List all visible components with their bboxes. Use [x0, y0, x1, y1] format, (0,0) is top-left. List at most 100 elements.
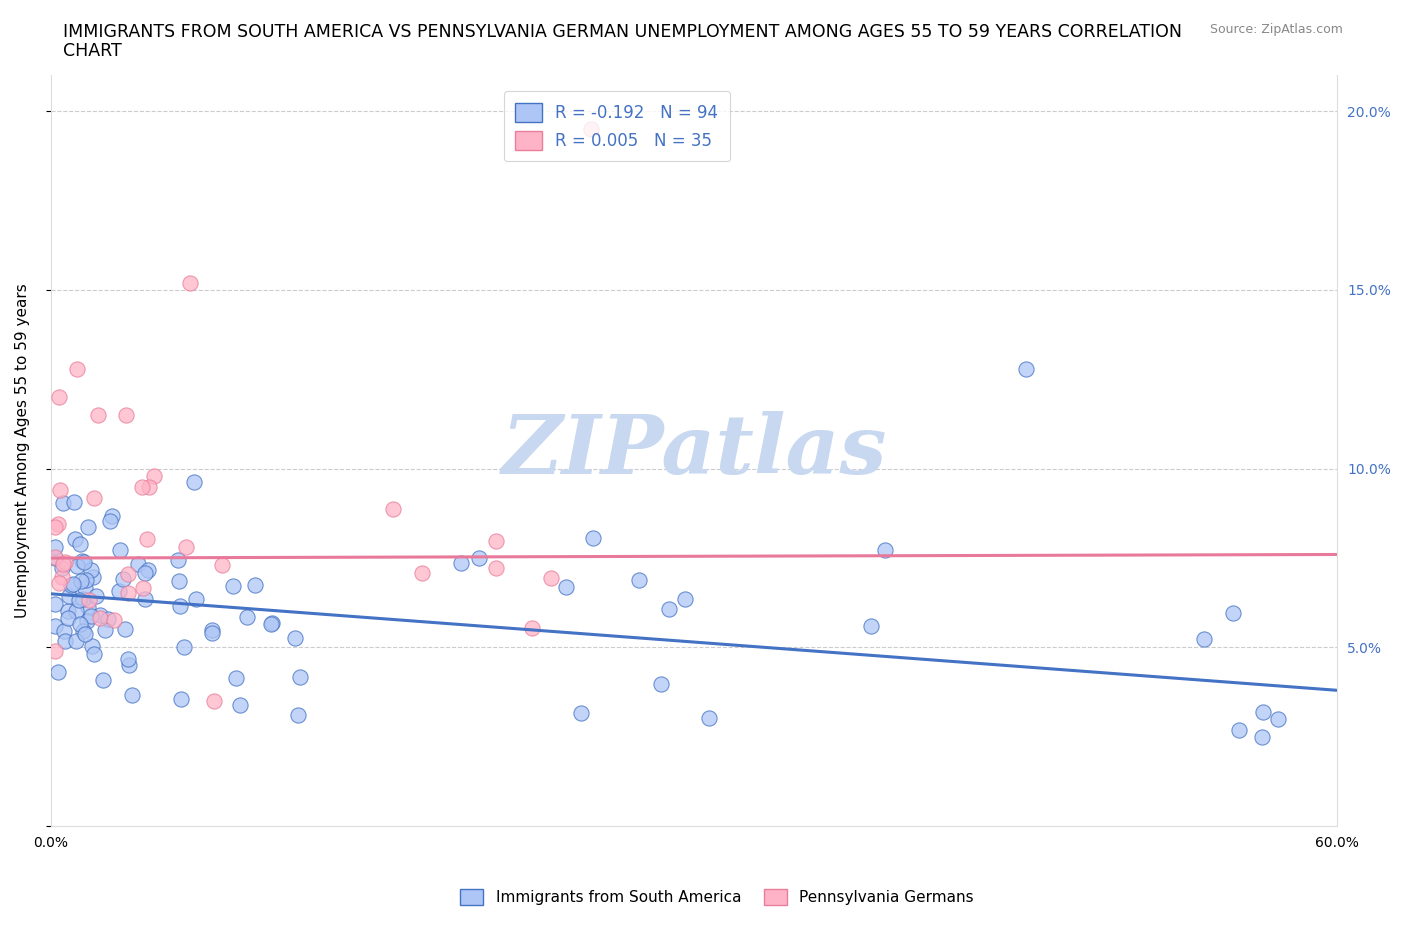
- Point: [628, 573, 651, 588]
- Point: [62, 577, 84, 591]
- Point: [201, 626, 224, 641]
- Point: [225, 671, 247, 685]
- Point: [579, 122, 602, 137]
- Point: [1227, 723, 1250, 737]
- Point: [56, 604, 79, 618]
- Text: IMMIGRANTS FROM SOUTH AMERICA VS PENNSYLVANIA GERMAN UNEMPLOYMENT AMONG AGES 55 : IMMIGRANTS FROM SOUTH AMERICA VS PENNSYL…: [63, 23, 1182, 41]
- Point: [97, 611, 120, 626]
- Point: [582, 531, 605, 546]
- Point: [200, 622, 222, 637]
- Point: [1192, 632, 1215, 647]
- Point: [70, 553, 93, 568]
- Point: [51, 561, 73, 576]
- Point: [65, 559, 87, 574]
- Point: [522, 620, 544, 635]
- Point: [114, 622, 136, 637]
- Point: [52, 495, 75, 510]
- Point: [65, 604, 87, 618]
- Point: [44, 519, 66, 534]
- Point: [288, 670, 311, 684]
- Point: [53, 633, 76, 648]
- Point: [44, 618, 66, 633]
- Point: [697, 711, 720, 725]
- Point: [1267, 711, 1289, 726]
- Point: [44, 551, 66, 565]
- Point: [101, 509, 124, 524]
- Point: [91, 672, 114, 687]
- Point: [65, 633, 87, 648]
- Point: [485, 534, 508, 549]
- Point: [127, 556, 149, 571]
- Point: [142, 469, 165, 484]
- Point: [138, 563, 160, 578]
- Point: [134, 566, 156, 581]
- Text: CHART: CHART: [63, 42, 122, 60]
- Point: [138, 479, 160, 494]
- Text: ZIPatlas: ZIPatlas: [502, 411, 887, 491]
- Point: [1015, 361, 1038, 376]
- Point: [554, 580, 576, 595]
- Point: [73, 580, 96, 595]
- Point: [859, 619, 882, 634]
- Point: [103, 613, 125, 628]
- Text: Source: ZipAtlas.com: Source: ZipAtlas.com: [1209, 23, 1343, 36]
- Point: [169, 574, 191, 589]
- Point: [72, 591, 94, 606]
- Point: [77, 592, 100, 607]
- Point: [222, 578, 245, 593]
- Point: [117, 566, 139, 581]
- Point: [53, 554, 76, 569]
- Y-axis label: Unemployment Among Ages 55 to 59 years: Unemployment Among Ages 55 to 59 years: [15, 284, 30, 618]
- Point: [117, 652, 139, 667]
- Point: [115, 407, 138, 422]
- Point: [173, 640, 195, 655]
- Point: [58, 589, 80, 604]
- Point: [77, 599, 100, 614]
- Point: [569, 705, 592, 720]
- Point: [673, 591, 696, 606]
- Point: [166, 553, 188, 568]
- Point: [44, 644, 66, 658]
- Point: [121, 687, 143, 702]
- Point: [87, 407, 110, 422]
- Point: [650, 677, 672, 692]
- Point: [658, 602, 681, 617]
- Point: [262, 616, 284, 631]
- Legend: Immigrants from South America, Pennsylvania Germans: Immigrants from South America, Pennsylva…: [454, 883, 980, 911]
- Point: [52, 557, 75, 572]
- Point: [108, 584, 131, 599]
- Point: [56, 610, 79, 625]
- Point: [44, 550, 66, 565]
- Point: [118, 658, 141, 672]
- Point: [72, 623, 94, 638]
- Point: [76, 614, 98, 629]
- Point: [540, 571, 562, 586]
- Legend: R = -0.192   N = 94, R = 0.005   N = 35: R = -0.192 N = 94, R = 0.005 N = 35: [503, 91, 730, 162]
- Point: [63, 494, 86, 509]
- Point: [108, 543, 131, 558]
- Point: [287, 708, 309, 723]
- Point: [131, 479, 153, 494]
- Point: [382, 501, 405, 516]
- Point: [284, 631, 307, 645]
- Point: [60, 578, 83, 592]
- Point: [170, 691, 193, 706]
- Point: [77, 519, 100, 534]
- Point: [49, 482, 72, 497]
- Point: [65, 361, 87, 376]
- Point: [183, 474, 205, 489]
- Point: [169, 599, 191, 614]
- Point: [176, 539, 198, 554]
- Point: [48, 664, 70, 679]
- Point: [83, 491, 105, 506]
- Point: [51, 569, 73, 584]
- Point: [873, 542, 896, 557]
- Point: [79, 563, 101, 578]
- Point: [83, 647, 105, 662]
- Point: [94, 623, 117, 638]
- Point: [468, 551, 491, 565]
- Point: [75, 573, 97, 588]
- Point: [245, 578, 267, 592]
- Point: [69, 537, 91, 551]
- Point: [48, 390, 70, 405]
